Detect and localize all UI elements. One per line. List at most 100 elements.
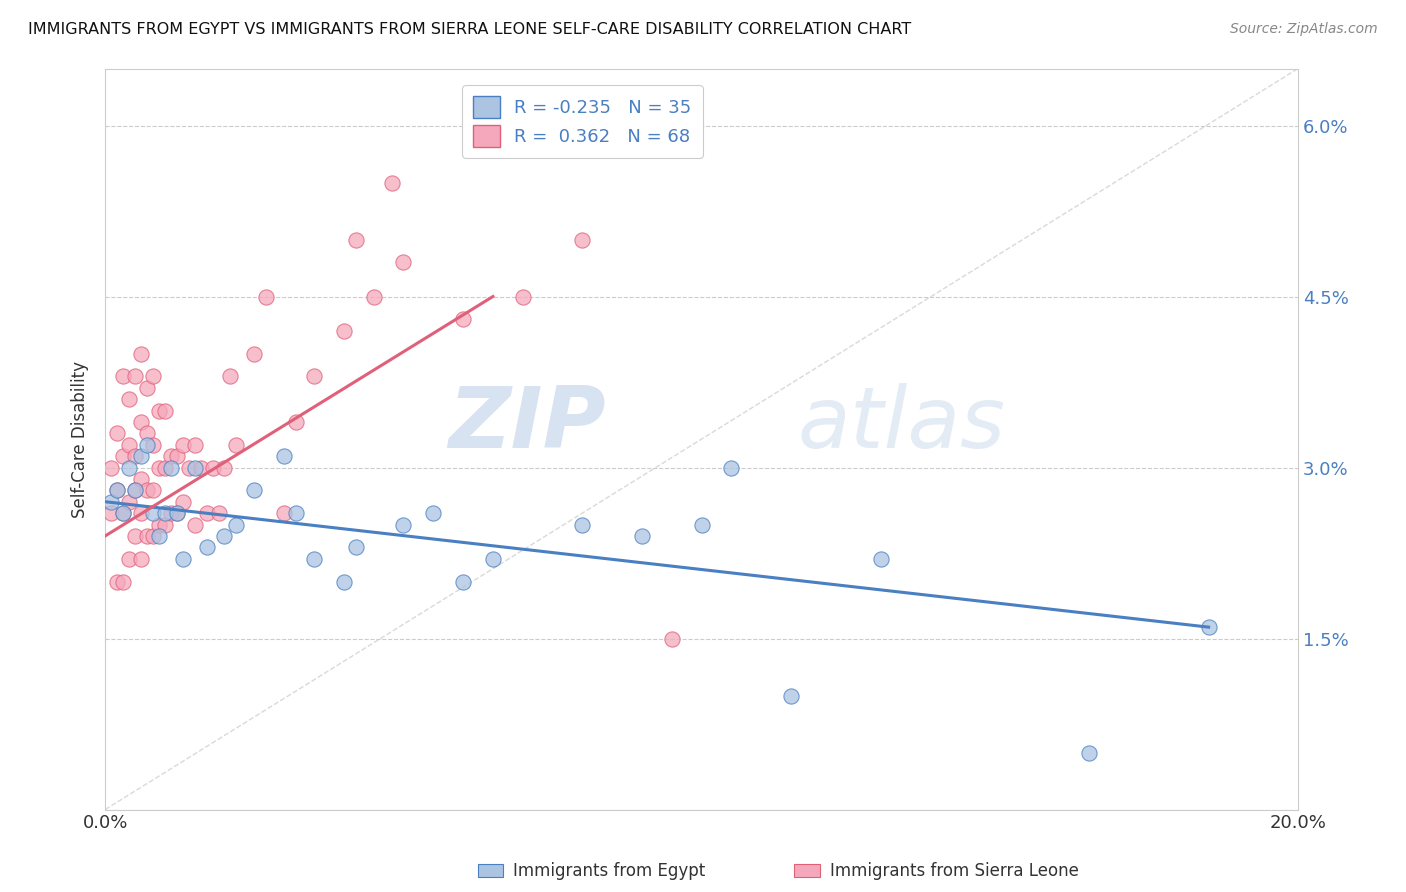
Point xyxy=(129,472,152,486)
Point xyxy=(159,460,181,475)
Point xyxy=(153,517,176,532)
Text: Immigrants from Sierra Leone: Immigrants from Sierra Leone xyxy=(830,863,1078,880)
Point xyxy=(142,369,165,384)
Point xyxy=(142,438,165,452)
Point xyxy=(225,438,247,452)
Point xyxy=(1198,620,1220,634)
Text: ZIP: ZIP xyxy=(449,383,606,466)
Point xyxy=(129,449,152,463)
Point xyxy=(148,403,170,417)
Point xyxy=(177,460,200,475)
Point xyxy=(118,460,141,475)
Point xyxy=(661,632,683,646)
Point xyxy=(112,506,135,520)
Point xyxy=(363,289,385,303)
Y-axis label: Self-Care Disability: Self-Care Disability xyxy=(72,360,89,517)
Point xyxy=(1078,746,1101,760)
Point xyxy=(392,255,415,269)
Point xyxy=(451,312,474,326)
Point xyxy=(273,449,295,463)
Point xyxy=(105,483,128,498)
Point xyxy=(690,517,713,532)
Point xyxy=(105,483,128,498)
Point xyxy=(136,529,159,543)
Point xyxy=(172,551,194,566)
Point xyxy=(105,426,128,441)
Point xyxy=(273,506,295,520)
Text: Immigrants from Egypt: Immigrants from Egypt xyxy=(513,863,706,880)
Point xyxy=(207,506,229,520)
Point xyxy=(136,438,159,452)
Point xyxy=(219,369,242,384)
Point xyxy=(142,529,165,543)
Point xyxy=(142,506,165,520)
Point xyxy=(153,403,176,417)
Point xyxy=(285,415,308,429)
Point xyxy=(201,460,224,475)
Point xyxy=(136,426,159,441)
Point xyxy=(118,551,141,566)
Point xyxy=(100,494,122,508)
Point xyxy=(780,689,803,703)
Point xyxy=(302,551,325,566)
Point xyxy=(166,506,188,520)
Point xyxy=(512,289,534,303)
Point xyxy=(869,551,891,566)
Text: IMMIGRANTS FROM EGYPT VS IMMIGRANTS FROM SIERRA LEONE SELF-CARE DISABILITY CORRE: IMMIGRANTS FROM EGYPT VS IMMIGRANTS FROM… xyxy=(28,22,911,37)
Point xyxy=(118,438,141,452)
Point xyxy=(183,438,205,452)
Point xyxy=(136,381,159,395)
Point xyxy=(172,438,194,452)
Point xyxy=(571,233,593,247)
Point xyxy=(243,346,266,360)
Point xyxy=(190,460,212,475)
Point xyxy=(302,369,325,384)
Point xyxy=(148,529,170,543)
Point xyxy=(195,541,218,555)
Point xyxy=(124,483,146,498)
Point xyxy=(124,449,146,463)
Point xyxy=(118,494,141,508)
Point xyxy=(153,460,176,475)
Point xyxy=(112,369,135,384)
Point xyxy=(285,506,308,520)
Point xyxy=(148,460,170,475)
Point xyxy=(100,460,122,475)
Legend: R = -0.235   N = 35, R =  0.362   N = 68: R = -0.235 N = 35, R = 0.362 N = 68 xyxy=(463,85,703,158)
Point xyxy=(195,506,218,520)
Point xyxy=(124,529,146,543)
Point xyxy=(214,460,236,475)
Point xyxy=(482,551,505,566)
Point xyxy=(129,551,152,566)
Point xyxy=(422,506,444,520)
Point xyxy=(153,506,176,520)
Point xyxy=(148,517,170,532)
Point xyxy=(112,506,135,520)
Point xyxy=(214,529,236,543)
Point xyxy=(105,574,128,589)
Point xyxy=(172,494,194,508)
Point xyxy=(333,324,356,338)
Point xyxy=(112,449,135,463)
Point xyxy=(100,506,122,520)
Point xyxy=(243,483,266,498)
Point xyxy=(166,449,188,463)
Point xyxy=(392,517,415,532)
Text: Source: ZipAtlas.com: Source: ZipAtlas.com xyxy=(1230,22,1378,37)
Text: atlas: atlas xyxy=(797,383,1005,466)
Point xyxy=(482,141,505,155)
Point xyxy=(159,449,181,463)
Point xyxy=(344,233,367,247)
Point xyxy=(118,392,141,406)
Point xyxy=(142,483,165,498)
Point xyxy=(183,517,205,532)
Point xyxy=(129,506,152,520)
Point xyxy=(136,483,159,498)
Point xyxy=(631,529,654,543)
Point xyxy=(166,506,188,520)
Point xyxy=(380,176,402,190)
Point xyxy=(333,574,356,589)
Point xyxy=(571,517,593,532)
Point xyxy=(129,346,152,360)
Point xyxy=(129,415,152,429)
